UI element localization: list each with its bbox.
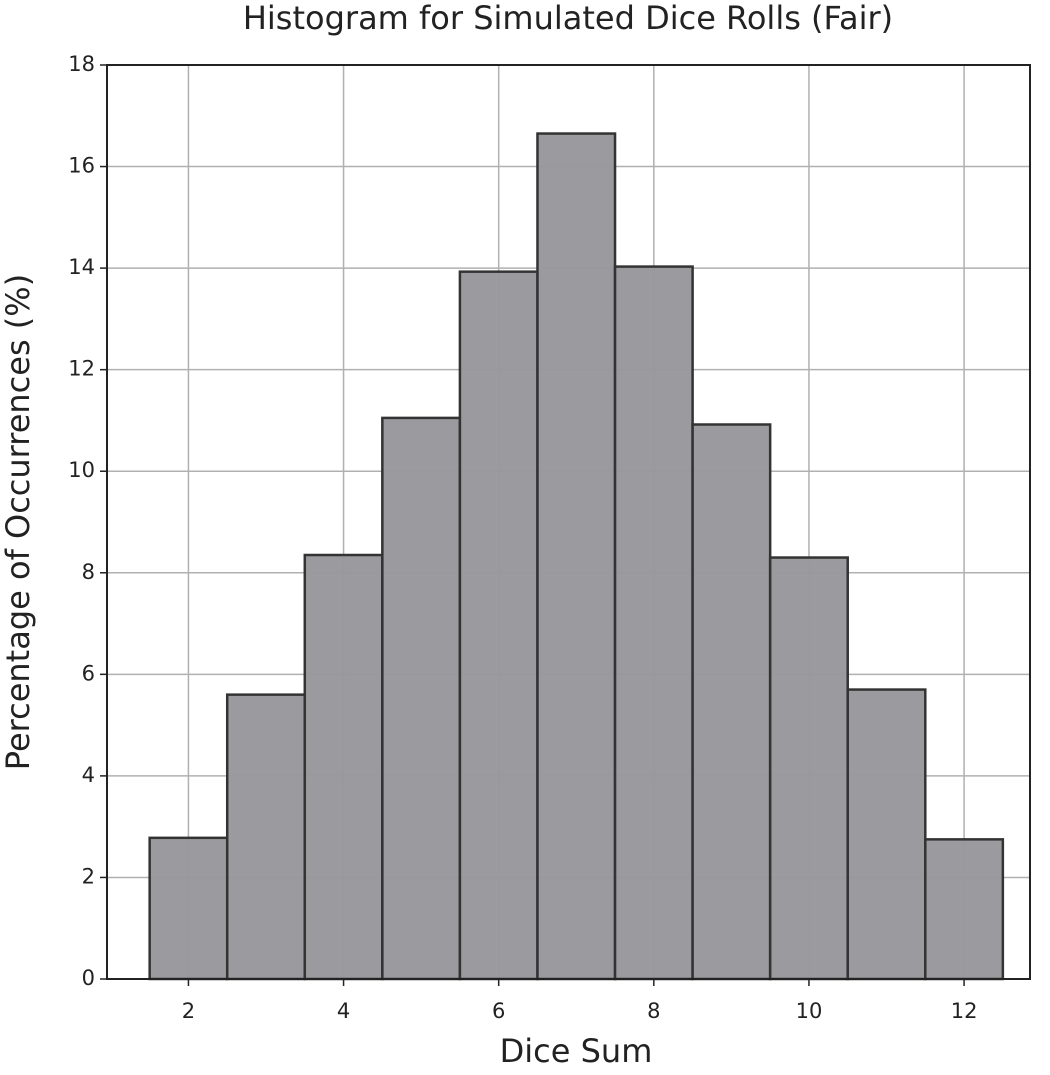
- bar: [536, 132, 617, 981]
- x-tick-label: 10: [796, 999, 823, 1023]
- x-tick-label: 6: [492, 999, 505, 1023]
- y-tick-label: 0: [82, 966, 95, 990]
- y-tick-label: 4: [82, 763, 95, 787]
- x-axis-label: Dice Sum: [500, 1032, 653, 1070]
- y-tick-label: 10: [68, 458, 95, 482]
- y-tick-label: 6: [82, 661, 95, 685]
- bar: [691, 423, 772, 981]
- y-tick-label: 12: [68, 357, 95, 381]
- x-tick-label: 8: [647, 999, 660, 1023]
- y-tick-label: 8: [82, 560, 95, 584]
- y-tick-label: 16: [68, 154, 95, 178]
- bar: [303, 553, 384, 981]
- bar: [225, 693, 307, 981]
- bar: [924, 838, 1005, 981]
- bar: [846, 688, 927, 981]
- x-tick-label: 4: [337, 999, 350, 1023]
- y-tick-label: 2: [82, 864, 95, 888]
- y-axis-label: Percentage of Occurrences (%): [0, 274, 37, 770]
- y-tick-label: 14: [68, 255, 95, 279]
- chart-title: Histogram for Simulated Dice Rolls (Fair…: [243, 0, 893, 37]
- x-tick-label: 12: [951, 999, 978, 1023]
- bar: [613, 265, 694, 981]
- plot-frame: [106, 64, 1031, 980]
- bar: [381, 416, 462, 981]
- bar: [148, 836, 229, 981]
- bar: [458, 270, 539, 981]
- y-tick-label: 18: [68, 52, 95, 76]
- bar: [768, 556, 849, 981]
- x-tick-label: 2: [182, 999, 195, 1023]
